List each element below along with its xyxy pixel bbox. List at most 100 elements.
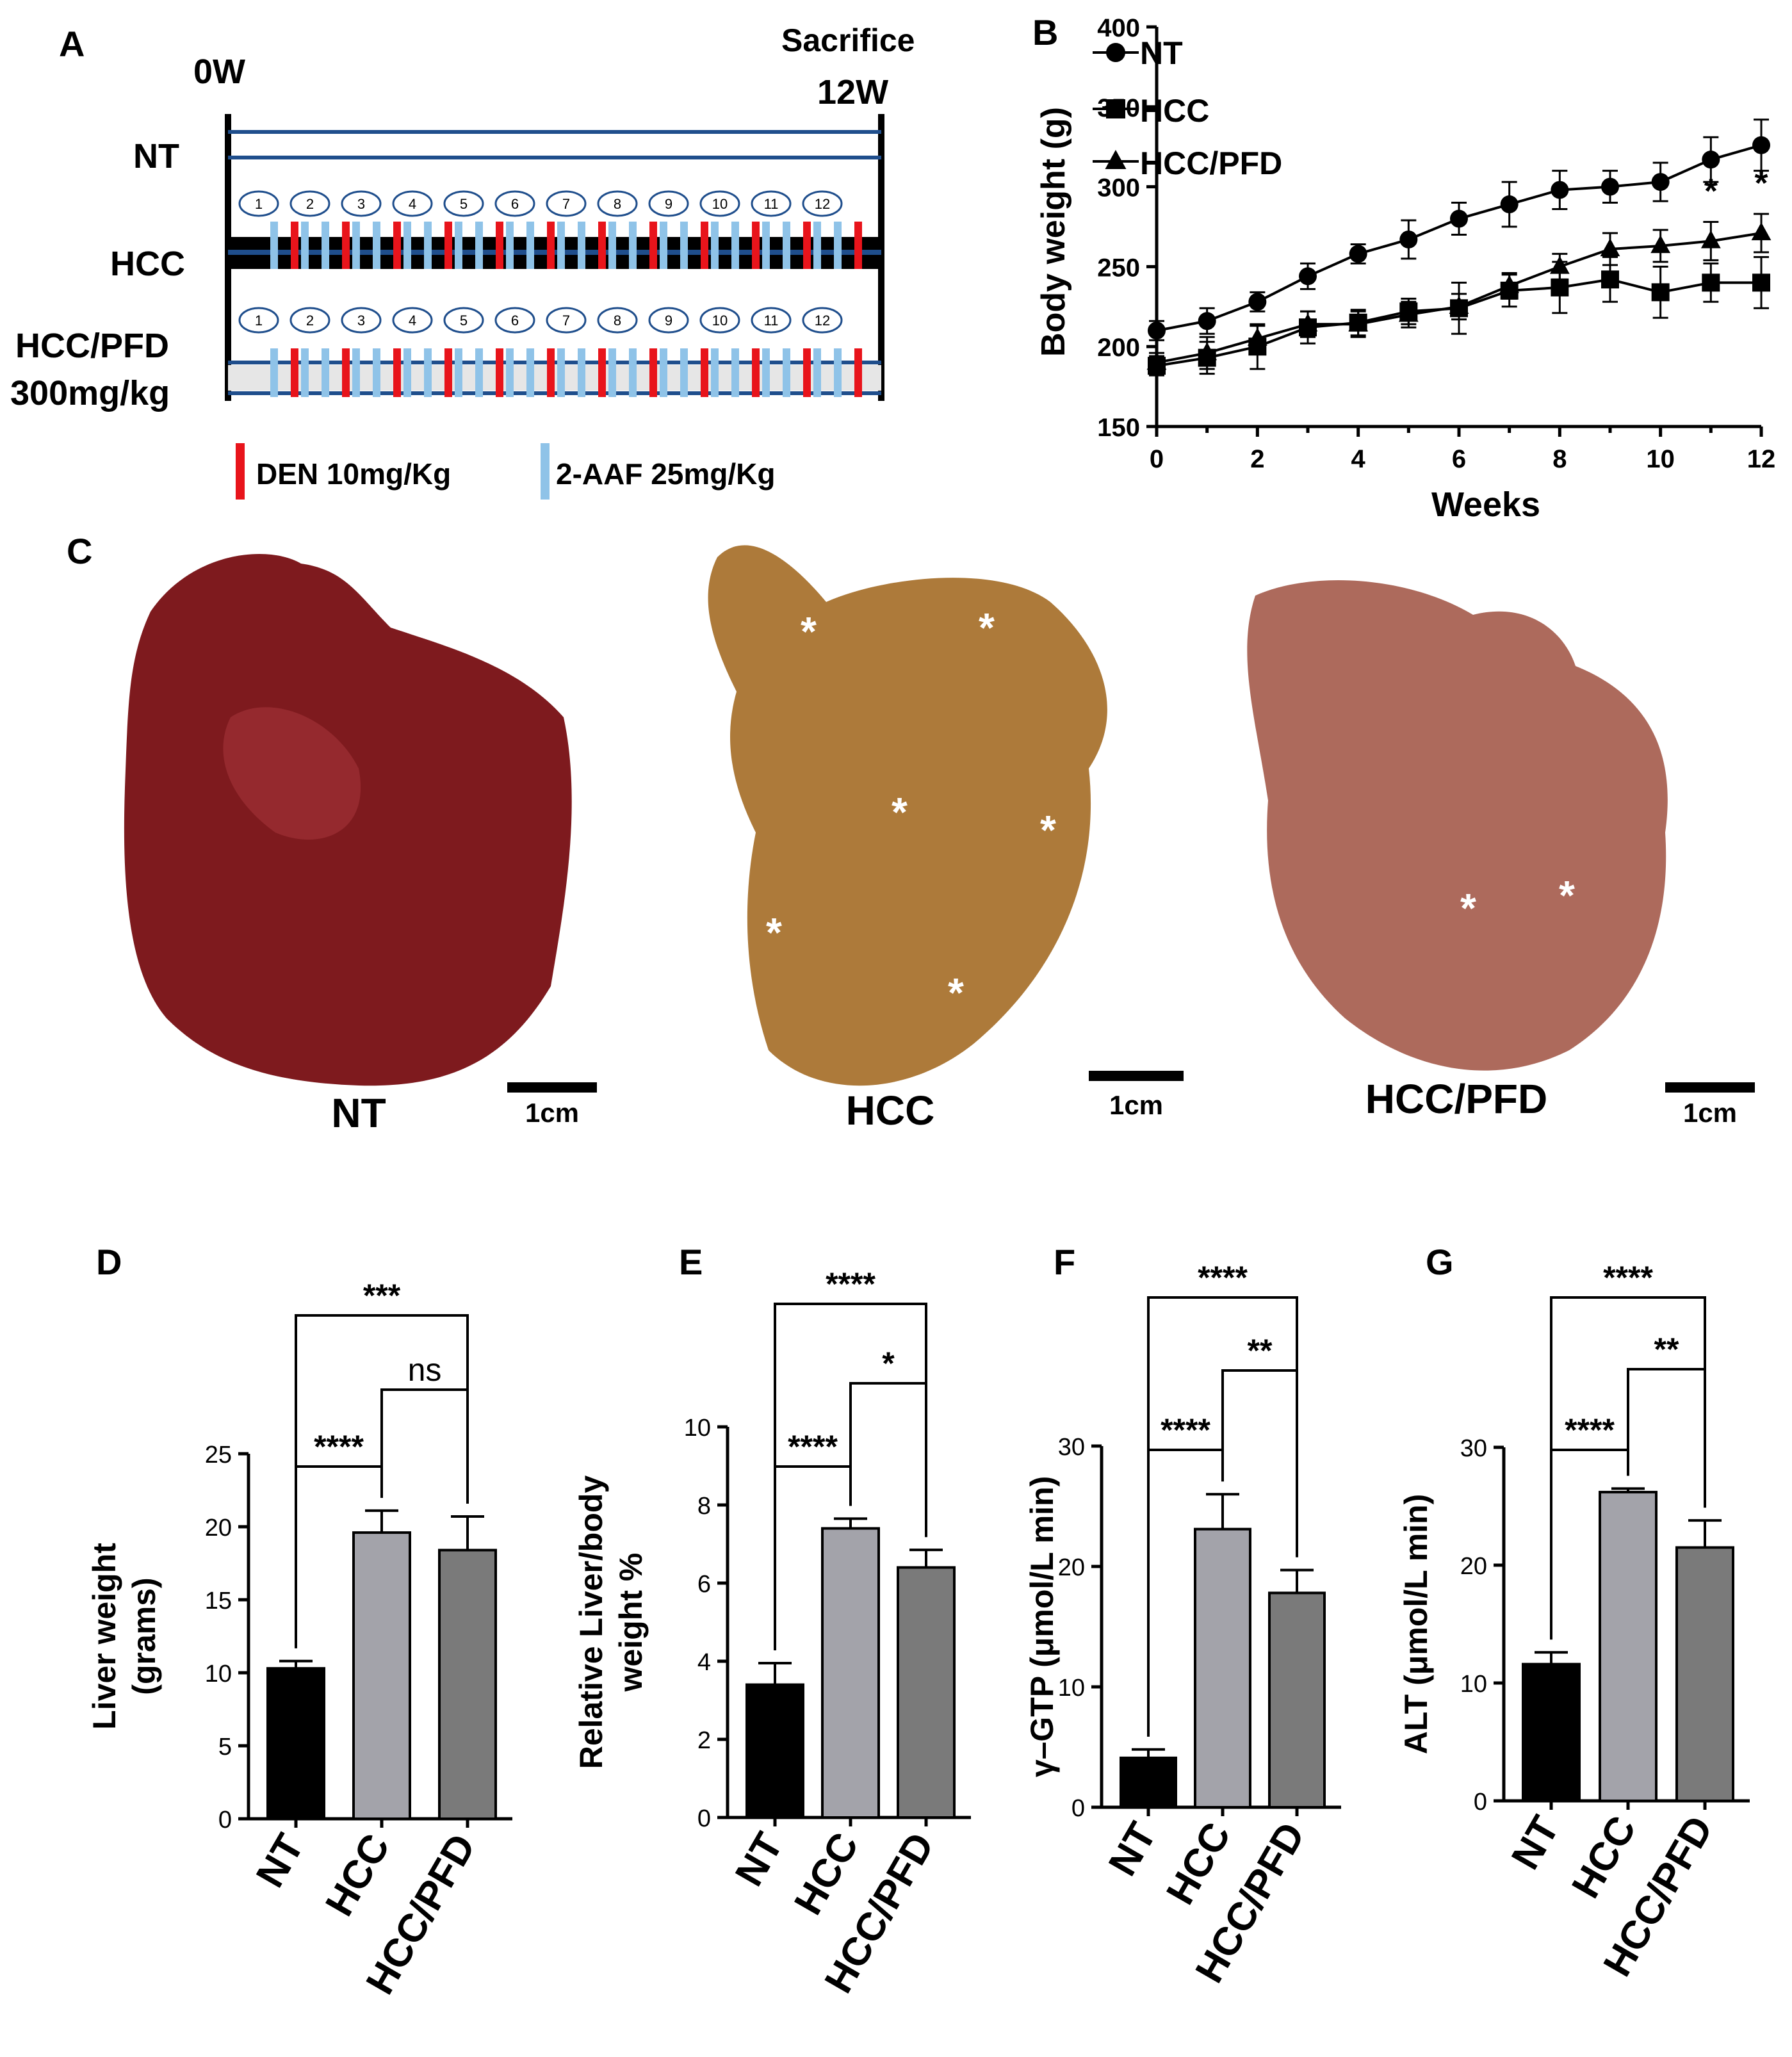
scale-bar-hcc-pfd xyxy=(1665,1082,1755,1093)
week-number: 7 xyxy=(562,313,570,329)
aaf-dose-mark xyxy=(813,348,821,397)
den-dose-mark xyxy=(496,348,503,397)
aaf-dose-mark xyxy=(608,348,616,397)
bar-nt xyxy=(1120,1756,1177,1809)
aaf-dose-mark xyxy=(834,348,842,397)
data-point xyxy=(1198,312,1216,330)
y-tick-label: 10 xyxy=(205,1661,232,1687)
significance-bracket xyxy=(380,1388,469,1504)
bar-hcc xyxy=(821,1527,880,1819)
significance-label: **** xyxy=(1603,1260,1653,1296)
aaf-dose-mark xyxy=(352,348,360,397)
tumor-asterisk-hcc-5: * xyxy=(766,909,782,955)
aaf-dose-mark xyxy=(403,348,411,397)
significance-asterisk: * xyxy=(1754,164,1768,202)
y-tick-label: 15 xyxy=(205,1588,232,1614)
x-axis-title: Weeks xyxy=(1431,485,1540,524)
aaf-dose-mark xyxy=(783,348,790,397)
x-tick-label: HCC xyxy=(1158,1816,1239,1912)
den-dose-mark xyxy=(752,348,760,397)
data-point xyxy=(1752,273,1770,292)
y-tick-label: 5 xyxy=(218,1734,232,1760)
tumor-asterisk-pfd-1: * xyxy=(1460,885,1476,931)
aaf-dose-mark xyxy=(506,348,514,397)
aaf-dose-mark xyxy=(813,222,821,269)
aaf-dose-mark xyxy=(301,348,309,397)
y-tick-label: 400 xyxy=(1097,14,1140,42)
panel-letter-f: F xyxy=(1054,1242,1075,1282)
data-point xyxy=(1148,321,1166,340)
significance-label: **** xyxy=(826,1266,876,1302)
liver-highlight-nt xyxy=(223,707,361,840)
aaf-dose-mark xyxy=(373,348,380,397)
data-point xyxy=(1298,313,1318,332)
week-number: 7 xyxy=(562,196,570,212)
significance-label: **** xyxy=(788,1429,838,1465)
significance-bracket xyxy=(1550,1296,1706,1640)
aaf-dose-mark xyxy=(352,222,360,269)
den-dose-mark xyxy=(649,348,657,397)
week-marker xyxy=(546,307,587,334)
den-dose-mark xyxy=(444,348,452,397)
den-dose-mark xyxy=(649,222,657,269)
week-number: 5 xyxy=(460,313,468,329)
den-dose-mark xyxy=(393,348,401,397)
bar-hcc-pfd xyxy=(438,1549,497,1820)
significance-label: *** xyxy=(363,1278,401,1313)
den-dose-mark xyxy=(393,222,401,269)
aaf-dose-mark xyxy=(660,222,667,269)
data-point xyxy=(1752,136,1770,154)
week-marker xyxy=(238,307,279,334)
week-marker xyxy=(751,190,792,217)
scale-bar-nt xyxy=(507,1082,597,1093)
y-tick-label: 20 xyxy=(205,1515,232,1541)
data-point xyxy=(1248,293,1267,311)
week-number: 3 xyxy=(357,196,365,212)
aaf-dose-mark xyxy=(711,348,719,397)
significance-label: ** xyxy=(1654,1331,1679,1367)
aaf-dose-mark xyxy=(475,348,483,397)
aaf-dose-mark xyxy=(608,222,616,269)
y-axis-title: Body weight (g) xyxy=(1035,107,1072,357)
week-number: 4 xyxy=(409,313,416,329)
x-tick-label: 2 xyxy=(1250,445,1264,473)
week-marker xyxy=(289,307,330,334)
data-point xyxy=(1601,270,1619,289)
scale-label-hcc-pfd: 1cm xyxy=(1683,1098,1737,1128)
panel-letter-e: E xyxy=(679,1242,703,1282)
aaf-dose-mark xyxy=(455,348,462,397)
significance-bracket xyxy=(295,1314,469,1648)
y-axis-title: Relative Liver/body xyxy=(573,1476,609,1769)
x-tick-label: HCC xyxy=(1563,1809,1645,1906)
aaf-dose-mark xyxy=(322,222,329,269)
week-marker xyxy=(751,307,792,334)
aaf-dose-mark xyxy=(526,222,534,269)
aaf-dose-mark xyxy=(506,222,514,269)
data-point xyxy=(1650,235,1671,254)
y-tick-label: 0 xyxy=(1071,1795,1085,1822)
liver-photo-hcc xyxy=(708,545,1107,1086)
week-marker xyxy=(648,307,689,334)
significance-label: **** xyxy=(1565,1412,1615,1448)
y-tick-label: 30 xyxy=(1460,1435,1487,1462)
y-axis-title: Liver weight xyxy=(86,1543,122,1730)
den-dose-mark xyxy=(803,222,811,269)
tumor-asterisk-hcc-6: * xyxy=(948,970,964,1016)
data-point xyxy=(1398,304,1419,322)
y-tick-label: 0 xyxy=(697,1805,711,1832)
significance-bracket xyxy=(849,1382,927,1538)
week-number: 8 xyxy=(614,313,621,329)
aaf-dose-mark xyxy=(424,348,432,397)
den-dose-mark xyxy=(854,222,862,269)
week-number: 4 xyxy=(409,196,416,212)
tumor-asterisk-hcc-2: * xyxy=(979,605,995,651)
den-dose-mark xyxy=(598,348,606,397)
y-tick-label: 20 xyxy=(1460,1553,1487,1580)
aaf-dose-mark xyxy=(834,222,842,269)
aaf-dose-mark xyxy=(680,222,688,269)
week-number: 1 xyxy=(255,196,263,212)
week-marker xyxy=(341,190,382,217)
bar-hcc xyxy=(1194,1527,1251,1809)
y-tick-label: 25 xyxy=(205,1442,232,1468)
